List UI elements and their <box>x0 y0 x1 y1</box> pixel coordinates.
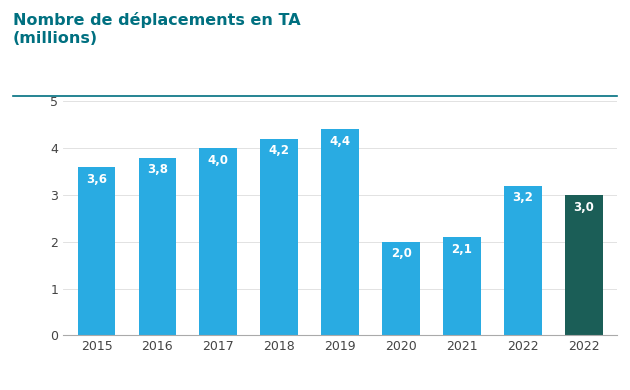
Bar <box>200 148 238 335</box>
Text: 4,0: 4,0 <box>208 154 229 167</box>
Bar <box>321 129 359 335</box>
Text: 3,2: 3,2 <box>513 191 534 204</box>
Text: 3,0: 3,0 <box>573 200 594 214</box>
Text: 3,6: 3,6 <box>86 172 107 186</box>
Text: 2,1: 2,1 <box>452 243 472 256</box>
Text: 4,2: 4,2 <box>269 144 290 158</box>
Bar <box>443 237 481 335</box>
Bar <box>382 242 420 335</box>
Bar <box>504 186 542 335</box>
Text: 4,4: 4,4 <box>329 135 351 148</box>
Bar <box>77 167 115 335</box>
Text: 3,8: 3,8 <box>147 163 168 176</box>
Text: 2,0: 2,0 <box>391 247 411 261</box>
Text: Nombre de déplacements en TA
(millions): Nombre de déplacements en TA (millions) <box>13 12 301 46</box>
Bar <box>565 195 603 335</box>
Bar <box>260 139 298 335</box>
Bar <box>139 158 176 335</box>
